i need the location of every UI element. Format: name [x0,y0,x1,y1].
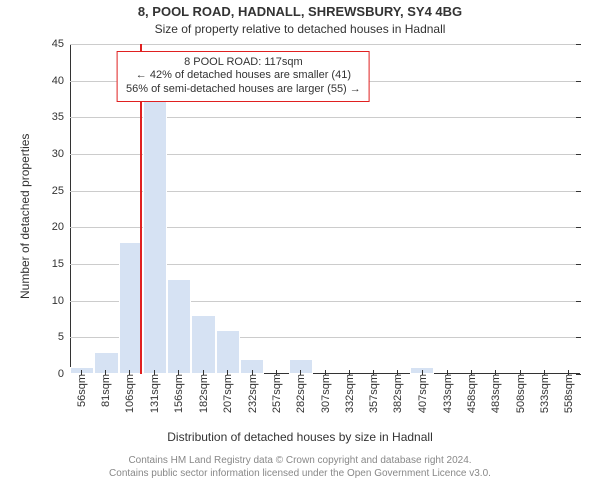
histogram-bar [94,352,118,374]
x-tick-label: 483sqm [488,374,502,413]
annotation-line: 8 POOL ROAD: 117sqm [126,56,361,70]
y-tick-label: 45 [52,38,70,50]
x-tick-label: 508sqm [513,374,527,413]
x-tick-label: 382sqm [390,374,404,413]
histogram-bar [70,367,94,374]
y-tick-mark [576,264,581,265]
y-tick-mark [576,191,581,192]
x-tick-label: 407sqm [415,374,429,413]
y-tick-mark [576,227,581,228]
histogram-bar [143,95,167,374]
annotation-line: 56% of semi-detached houses are larger (… [126,83,361,97]
x-tick-label: 533sqm [537,374,551,413]
footer-line-1: Contains HM Land Registry data © Crown c… [0,454,600,467]
x-axis-label: Distribution of detached houses by size … [0,430,600,444]
footer: Contains HM Land Registry data © Crown c… [0,454,600,480]
y-tick-label: 30 [52,148,70,160]
histogram-bar [191,315,215,374]
x-tick-label: 232sqm [245,374,259,413]
y-tick-mark [576,44,581,45]
x-tick-label: 81sqm [98,374,112,407]
footer-line-2: Contains public sector information licen… [0,467,600,480]
histogram-bar [167,279,191,374]
y-axis-label: Number of detached properties [18,134,32,299]
x-tick-label: 332sqm [342,374,356,413]
y-tick-mark [576,337,581,338]
annotation-line: ← 42% of detached houses are smaller (41… [126,69,361,83]
chart-plot-area: 05101520253035404556sqm81sqm106sqm131sqm… [70,44,580,374]
x-tick-label: 106sqm [122,374,136,413]
x-tick-label: 156sqm [171,374,185,413]
y-tick-label: 5 [58,331,70,343]
x-tick-label: 282sqm [293,374,307,413]
y-tick-label: 20 [52,221,70,233]
y-tick-mark [576,301,581,302]
y-tick-label: 0 [58,368,70,380]
x-tick-label: 131sqm [147,374,161,413]
y-tick-label: 15 [52,258,70,270]
y-tick-label: 25 [52,185,70,197]
y-tick-label: 10 [52,295,70,307]
y-tick-mark [576,81,581,82]
page-subtitle: Size of property relative to detached ho… [0,22,600,36]
histogram-bar [216,330,240,374]
y-tick-mark [576,374,581,375]
x-tick-label: 357sqm [366,374,380,413]
y-tick-label: 40 [52,75,70,87]
x-tick-label: 307sqm [318,374,332,413]
x-tick-label: 558sqm [561,374,575,413]
x-tick-label: 257sqm [269,374,283,413]
x-tick-label: 56sqm [74,374,88,407]
y-tick-mark [576,154,581,155]
annotation-box: 8 POOL ROAD: 117sqm← 42% of detached hou… [117,51,370,102]
x-tick-label: 182sqm [196,374,210,413]
x-tick-label: 433sqm [440,374,454,413]
y-tick-mark [576,117,581,118]
x-tick-label: 458sqm [464,374,478,413]
x-tick-label: 207sqm [220,374,234,413]
y-tick-label: 35 [52,111,70,123]
gridline [70,44,580,45]
y-axis-line [70,44,71,374]
page-title: 8, POOL ROAD, HADNALL, SHREWSBURY, SY4 4… [0,4,600,19]
